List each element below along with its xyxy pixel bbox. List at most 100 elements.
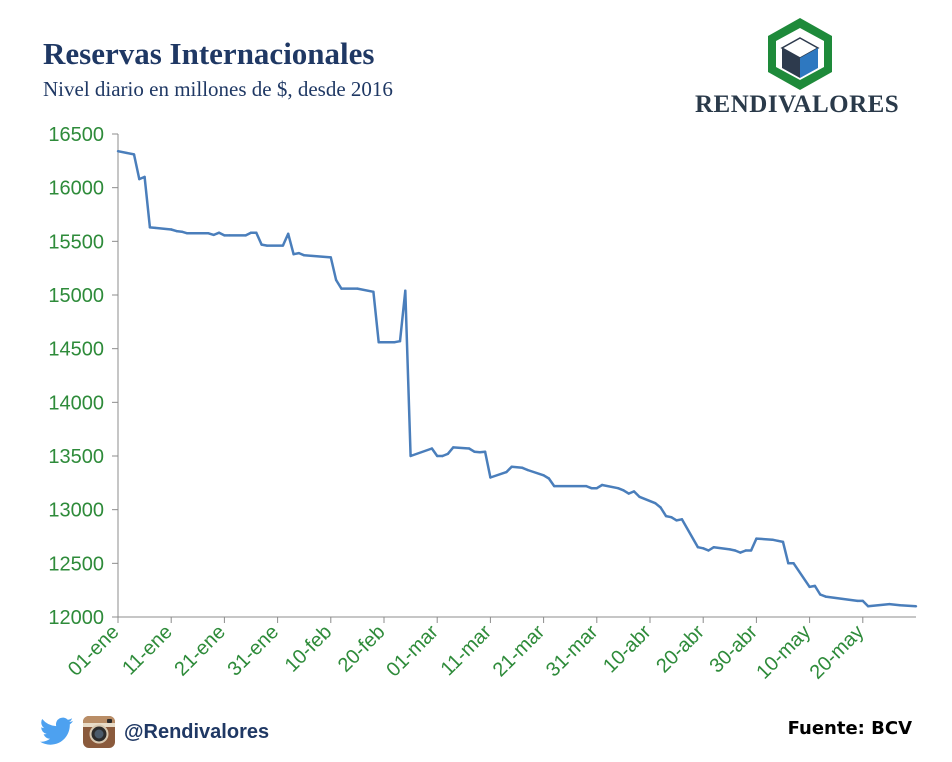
data-point [372, 290, 375, 293]
x-tick-label: 20-abr [652, 621, 709, 678]
data-point [510, 465, 513, 468]
y-tick-label: 14000 [48, 392, 104, 414]
data-point [664, 514, 668, 518]
data-point [154, 226, 157, 230]
series-line [117, 149, 917, 608]
data-point [478, 451, 481, 454]
data-point [398, 340, 402, 343]
data-point [191, 232, 194, 235]
data-point [505, 470, 508, 474]
instagram-icon[interactable] [82, 715, 116, 749]
data-point [553, 484, 556, 488]
data-point [281, 244, 285, 247]
data-point [132, 153, 136, 156]
data-point [856, 599, 859, 603]
x-tick-label: 20-feb [334, 621, 390, 677]
data-point [393, 341, 396, 344]
data-point [446, 452, 449, 456]
x-tick-label: 01-mar [382, 621, 443, 682]
series-layer [116, 149, 918, 608]
y-tick-label: 14500 [48, 339, 104, 361]
x-tick-label: 10-feb [281, 621, 337, 677]
x-tick-label: 11-mar [437, 621, 497, 681]
data-point [212, 233, 215, 237]
x-tick-label: 21-mar [489, 621, 550, 682]
data-point [616, 487, 620, 490]
data-point [739, 551, 742, 554]
x-tick-label: 21-ene [170, 621, 230, 681]
data-point [787, 562, 790, 565]
x-tick-label: 31-ene [224, 621, 284, 681]
data-point [143, 175, 146, 179]
y-tick-label: 12000 [48, 607, 104, 629]
x-tick-label: 20-may [806, 621, 869, 684]
data-point [260, 243, 263, 246]
data-point [632, 490, 636, 493]
data-point [473, 450, 476, 453]
data-point [521, 466, 524, 469]
data-point [792, 562, 795, 565]
y-tick-label: 16500 [48, 124, 104, 146]
cube-logo-icon [768, 18, 832, 90]
data-point [223, 234, 226, 237]
data-point [590, 487, 593, 490]
data-point [627, 492, 630, 495]
y-tick-label: 13500 [48, 446, 104, 468]
data-point [813, 584, 817, 588]
data-point [840, 597, 843, 600]
x-tick-label: 01-ene [64, 621, 124, 681]
data-point [808, 585, 811, 589]
data-point [755, 537, 758, 540]
data-point [781, 540, 785, 544]
data-point [441, 454, 444, 458]
data-point [749, 549, 753, 552]
data-point [303, 254, 306, 257]
data-point [217, 231, 221, 234]
data-point [255, 231, 258, 234]
data-point [824, 595, 827, 598]
x-tick-label: 10-may [752, 621, 815, 684]
data-point [670, 516, 673, 519]
data-point [430, 447, 434, 450]
chart-subtitle: Nivel diario en millones de $, desde 201… [43, 77, 393, 101]
data-point [467, 447, 471, 450]
data-point [329, 256, 332, 259]
chart-title: Reservas Internacionales [43, 36, 375, 71]
twitter-icon[interactable] [40, 717, 74, 747]
y-tick-label: 16000 [48, 178, 104, 200]
data-point [409, 454, 412, 458]
data-point [595, 487, 598, 490]
data-point [138, 177, 141, 181]
data-point [888, 602, 891, 606]
data-point [680, 518, 684, 521]
y-tick-label: 15000 [48, 285, 104, 307]
data-point [622, 489, 625, 492]
social-handle[interactable]: @Rendivalores [124, 720, 270, 743]
data-point [898, 604, 902, 607]
data-point [526, 468, 529, 472]
y-axis: 12000 12500 13000 13500 14000 14500 15000 15500… [48, 124, 119, 629]
y-tick-label: 12500 [48, 553, 104, 575]
data-point [771, 538, 774, 541]
data-point [180, 230, 183, 233]
data-point [297, 251, 301, 255]
data-point [340, 287, 343, 290]
data-point [244, 234, 247, 237]
data-point [207, 232, 210, 235]
data-point [186, 232, 189, 235]
data-point [600, 483, 604, 487]
data-point [866, 605, 870, 608]
data-point [696, 546, 700, 549]
data-point [228, 234, 231, 237]
data-point [404, 289, 407, 292]
brand-name: RENDIVALORES [695, 91, 900, 118]
y-tick-label: 15500 [48, 231, 104, 253]
data-point [292, 253, 295, 256]
x-tick-label: 31-mar [542, 621, 603, 682]
data-point [489, 476, 492, 479]
data-point [356, 287, 359, 290]
x-tick-label: 10-abr [599, 621, 656, 678]
data-point [452, 446, 455, 449]
data-point [148, 226, 152, 229]
data-point [707, 549, 710, 552]
